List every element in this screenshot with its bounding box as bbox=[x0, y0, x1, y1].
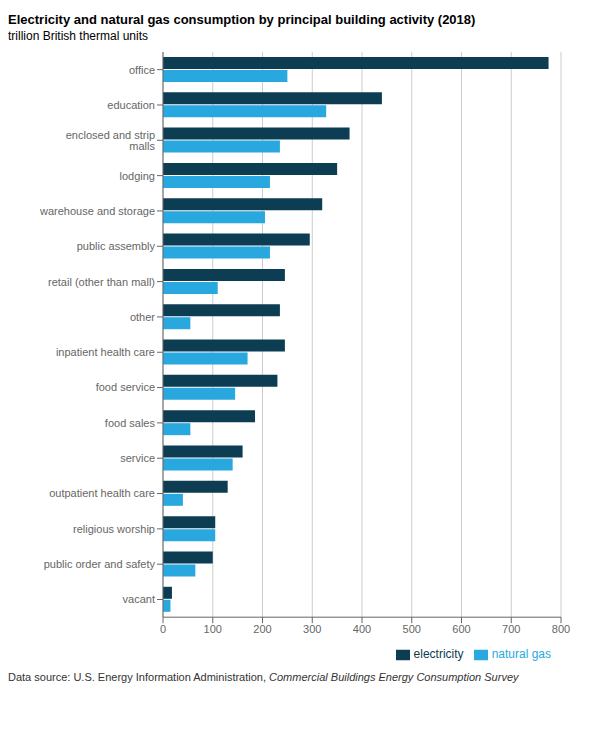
svg-text:retail (other than mall): retail (other than mall) bbox=[48, 276, 155, 288]
svg-text:lodging: lodging bbox=[120, 170, 155, 182]
svg-text:public order and safety: public order and safety bbox=[44, 558, 156, 570]
html-text:electricity: electricity bbox=[413, 647, 464, 662]
svg-text:other: other bbox=[130, 311, 155, 323]
svg-text:food sales: food sales bbox=[105, 417, 156, 429]
svg-text:200: 200 bbox=[253, 623, 271, 635]
svg-text:service: service bbox=[120, 452, 155, 464]
svg-text:education: education bbox=[107, 99, 155, 111]
svg-text:500: 500 bbox=[403, 623, 421, 635]
svg-text:enclosed and stripmalls: enclosed and stripmalls bbox=[66, 129, 156, 152]
svg-text:public assembly: public assembly bbox=[77, 240, 156, 252]
svg-text:religious worship: religious worship bbox=[73, 523, 155, 535]
svg-text:700: 700 bbox=[502, 623, 520, 635]
html-text:trillion British thermal units: trillion British thermal units bbox=[8, 29, 148, 43]
svg-text:400: 400 bbox=[353, 623, 371, 635]
svg-text:outpatient health care: outpatient health care bbox=[49, 487, 155, 499]
svg-text:office: office bbox=[129, 64, 155, 76]
svg-text:inpatient health care: inpatient health care bbox=[56, 346, 155, 358]
svg-text:300: 300 bbox=[303, 623, 321, 635]
html-text:Data source: U.S. Energy Infor: Data source: U.S. Energy Information Adm… bbox=[8, 671, 519, 683]
svg-text:100: 100 bbox=[204, 623, 222, 635]
svg-text:food service: food service bbox=[96, 381, 155, 393]
svg-text:0: 0 bbox=[160, 623, 166, 635]
svg-text:800: 800 bbox=[552, 623, 570, 635]
html-text:natural gas: natural gas bbox=[491, 647, 551, 662]
svg-text:warehouse and storage: warehouse and storage bbox=[39, 205, 155, 217]
svg-text:vacant: vacant bbox=[123, 593, 155, 605]
svg-text:600: 600 bbox=[452, 623, 470, 635]
html-text:Electricity and natural gas co: Electricity and natural gas consumption … bbox=[8, 12, 476, 27]
